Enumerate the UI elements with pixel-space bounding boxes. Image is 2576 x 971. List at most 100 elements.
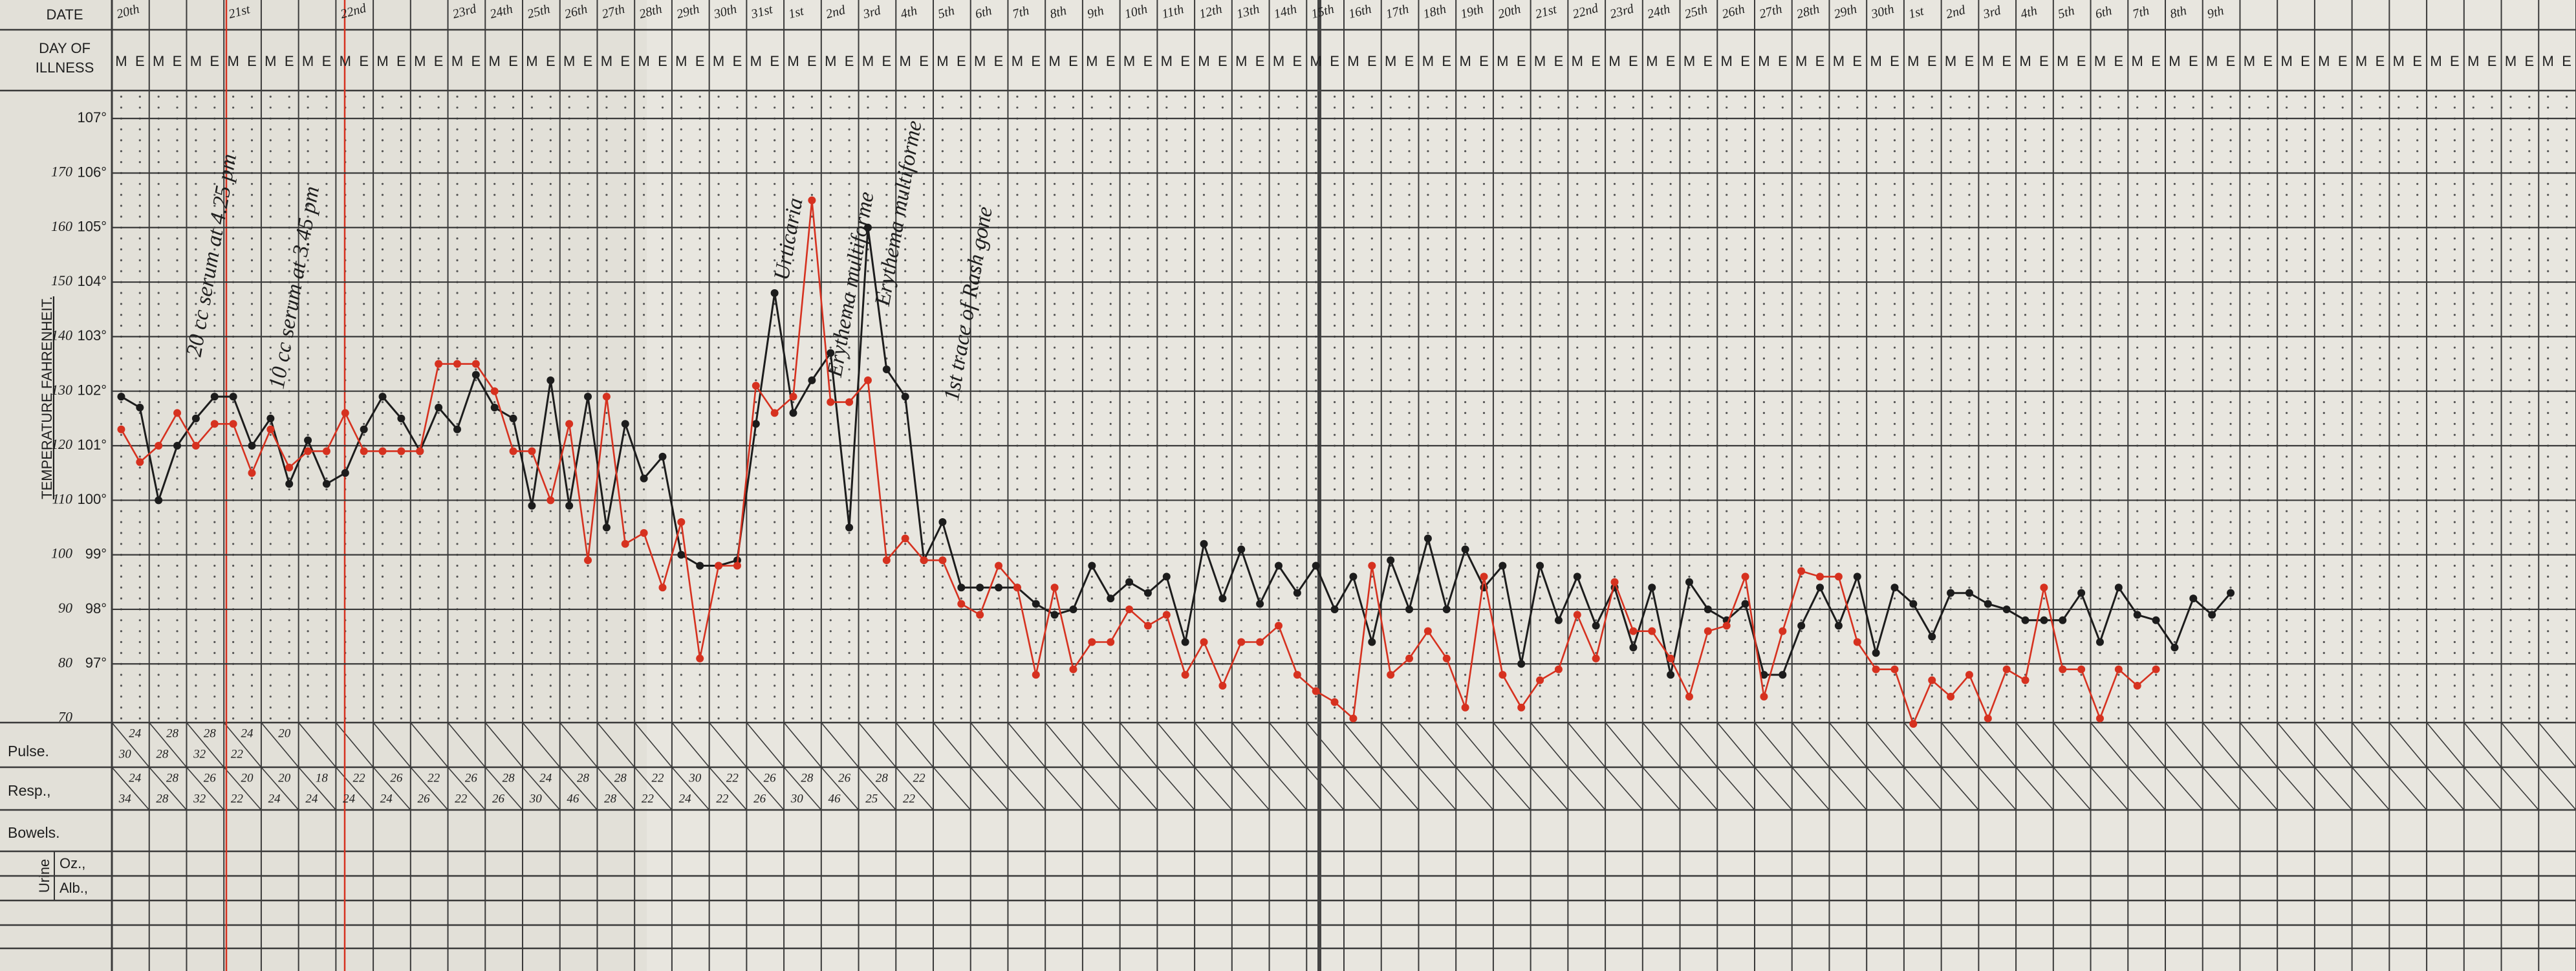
data-point bbox=[1592, 622, 1600, 629]
x-tick-label: M bbox=[1833, 53, 1845, 69]
x-tick-label: E bbox=[2189, 53, 2198, 69]
x-tick-label: M bbox=[713, 53, 724, 69]
x-tick-label: M bbox=[1273, 53, 1284, 69]
data-point bbox=[1854, 638, 1861, 646]
x-tick-label: E bbox=[1292, 53, 1302, 69]
data-point bbox=[1797, 567, 1805, 575]
data-point bbox=[397, 415, 405, 422]
record-value: 24 bbox=[343, 792, 356, 805]
data-point bbox=[2040, 616, 2048, 624]
temperature-chart: DATE DAY OF ILLNESS TEMPERATURE FAHRENHE… bbox=[0, 0, 2576, 971]
x-tick-label: E bbox=[135, 53, 145, 69]
x-tick-label: E bbox=[658, 53, 667, 69]
x-tick-label: E bbox=[2450, 53, 2460, 69]
x-tick-label: M bbox=[1497, 53, 1508, 69]
y2-tick-label: 100 bbox=[51, 545, 72, 562]
x-tick-label: M bbox=[2430, 53, 2441, 69]
data-point bbox=[976, 611, 984, 618]
record-value: 26 bbox=[492, 792, 505, 805]
x-tick-label: E bbox=[770, 53, 779, 69]
data-point bbox=[1629, 644, 1637, 651]
x-tick-label: E bbox=[1367, 53, 1377, 69]
x-tick-label: E bbox=[546, 53, 556, 69]
y-tick-label: 97° bbox=[85, 655, 107, 671]
data-point bbox=[1984, 715, 1992, 723]
x-tick-label: M bbox=[2355, 53, 2367, 69]
y2-tick-label: 140 bbox=[51, 327, 72, 343]
x-tick-label: M bbox=[2244, 53, 2255, 69]
record-value: 28 bbox=[166, 771, 179, 785]
record-value: 22 bbox=[913, 771, 926, 785]
record-value: 28 bbox=[801, 771, 814, 785]
x-tick-label: M bbox=[825, 53, 836, 69]
x-tick-label: M bbox=[1534, 53, 1546, 69]
data-point bbox=[1182, 638, 1189, 646]
day-header: ILLNESS bbox=[36, 60, 94, 76]
data-point bbox=[2134, 611, 2141, 618]
record-value: 20 bbox=[278, 726, 291, 740]
record-value: 20 bbox=[241, 771, 254, 785]
x-tick-label: E bbox=[2376, 53, 2385, 69]
data-point bbox=[1723, 622, 1731, 629]
x-tick-label: E bbox=[1143, 53, 1153, 69]
data-point bbox=[1536, 677, 1544, 684]
data-point bbox=[752, 382, 760, 389]
data-point bbox=[584, 393, 592, 400]
x-tick-label: M bbox=[2206, 53, 2218, 69]
record-value: 18 bbox=[316, 771, 329, 785]
data-point bbox=[304, 437, 312, 444]
data-point bbox=[173, 442, 181, 450]
record-value: 24 bbox=[539, 771, 552, 785]
data-point bbox=[1125, 606, 1133, 613]
record-value: 30 bbox=[118, 747, 132, 761]
data-point bbox=[2059, 666, 2066, 673]
data-point bbox=[2003, 606, 2011, 613]
data-point bbox=[341, 409, 349, 417]
data-point bbox=[1013, 584, 1021, 591]
data-point bbox=[285, 480, 293, 488]
x-tick-label: M bbox=[1758, 53, 1770, 69]
data-point bbox=[435, 404, 442, 411]
data-point bbox=[938, 518, 946, 526]
x-tick-label: M bbox=[2467, 53, 2479, 69]
data-point bbox=[1405, 606, 1413, 613]
record-value: 26 bbox=[418, 792, 431, 805]
data-point bbox=[1499, 671, 1506, 679]
x-tick-label: M bbox=[451, 53, 463, 69]
date-header: DATE bbox=[46, 6, 83, 23]
data-point bbox=[211, 420, 219, 428]
x-tick-label: E bbox=[2151, 53, 2161, 69]
data-point bbox=[2059, 616, 2066, 624]
x-tick-label: E bbox=[845, 53, 854, 69]
x-tick-label: M bbox=[1608, 53, 1620, 69]
x-tick-label: E bbox=[322, 53, 332, 69]
data-point bbox=[715, 562, 722, 570]
data-point bbox=[658, 453, 666, 461]
data-point bbox=[1462, 545, 1469, 553]
x-tick-label: M bbox=[1198, 53, 1209, 69]
y2-tick-label: 110 bbox=[52, 490, 72, 507]
data-point bbox=[1816, 584, 1824, 591]
x-tick-label: E bbox=[2114, 53, 2123, 69]
data-point bbox=[1107, 638, 1114, 646]
x-tick-label: M bbox=[1235, 53, 1247, 69]
data-point bbox=[658, 584, 666, 591]
data-point bbox=[435, 360, 442, 368]
x-tick-label: M bbox=[1048, 53, 1060, 69]
x-tick-label: E bbox=[583, 53, 593, 69]
record-value: 28 bbox=[204, 726, 217, 740]
data-point bbox=[1648, 584, 1656, 591]
data-point bbox=[565, 502, 573, 510]
data-point bbox=[1424, 627, 1432, 635]
data-point bbox=[1517, 704, 1525, 712]
x-tick-label: M bbox=[563, 53, 575, 69]
data-point bbox=[1349, 573, 1357, 580]
data-point bbox=[2022, 616, 2029, 624]
x-tick-label: E bbox=[396, 53, 406, 69]
data-point bbox=[230, 393, 237, 400]
x-tick-label: E bbox=[1218, 53, 1228, 69]
record-value: 26 bbox=[465, 771, 478, 785]
x-tick-label: M bbox=[1422, 53, 1434, 69]
data-point bbox=[1742, 600, 1749, 608]
x-tick-label: M bbox=[1907, 53, 1919, 69]
